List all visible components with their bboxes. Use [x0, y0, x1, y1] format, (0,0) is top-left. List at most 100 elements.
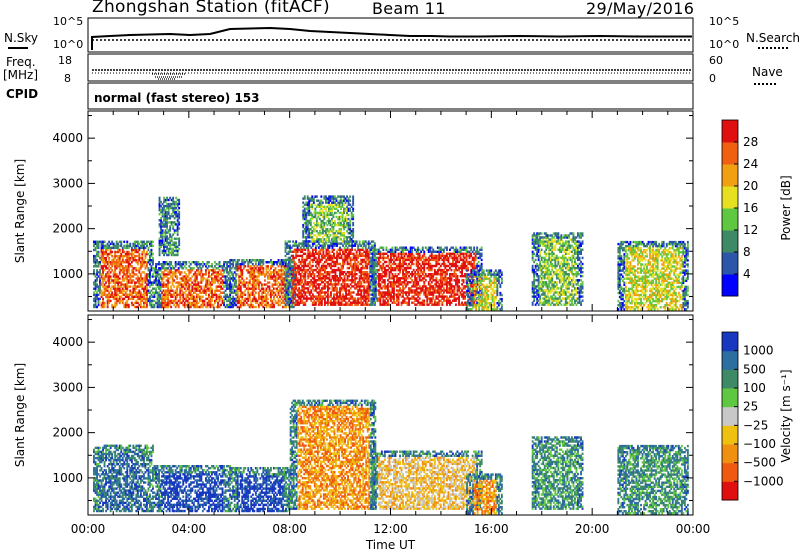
echo-cell [235, 261, 238, 264]
echo-cell [200, 305, 203, 309]
echo-cell [178, 237, 181, 240]
echo-cell [126, 242, 129, 246]
echo-cell [108, 291, 111, 294]
echo-cell [144, 291, 147, 294]
echo-cell [284, 254, 287, 258]
echo-cell [178, 227, 181, 230]
echo-cell [169, 202, 172, 206]
echo-cell [120, 283, 123, 286]
echo-cell [153, 295, 156, 298]
echo-cell [345, 295, 347, 298]
echo-cell [136, 254, 139, 258]
echo-cell [364, 277, 367, 280]
echo-cell [277, 297, 280, 301]
echo-cell [132, 256, 135, 260]
echo-cell [161, 251, 164, 255]
echo-cell [117, 265, 120, 268]
echo-cell [285, 297, 287, 301]
echo-cell [299, 295, 302, 298]
echo-cell [333, 260, 335, 264]
echo-cell [132, 267, 135, 270]
echo-cell [226, 299, 228, 303]
echo-cell [303, 240, 306, 243]
echo-cell [340, 199, 342, 202]
echo-cell [150, 299, 153, 303]
echo-cell [307, 248, 310, 251]
echo-cell [305, 225, 308, 229]
echo-cell [319, 293, 322, 296]
echo-cell [325, 264, 328, 268]
echo-cell [307, 244, 310, 247]
echo-cell [162, 297, 165, 301]
echo-cell [322, 285, 325, 288]
echo-cell [317, 283, 320, 286]
echo-cell [354, 258, 357, 262]
echo-cell [218, 299, 221, 303]
echo-cell [325, 201, 327, 204]
echo-cell [270, 303, 272, 307]
echo-cell [334, 289, 337, 292]
echo-cell [160, 219, 162, 222]
echo-cell [197, 285, 200, 288]
echo-cell [230, 277, 233, 280]
echo-cell [331, 213, 333, 217]
echo-cell [146, 240, 148, 243]
echo-cell [286, 297, 288, 300]
echo-cell [223, 295, 225, 298]
echo-cell [267, 267, 269, 270]
echo-cell [170, 213, 173, 216]
echo-cell [399, 252, 401, 255]
echo-cell [130, 281, 133, 284]
echo-cell [100, 301, 103, 305]
echo-cell [346, 303, 349, 306]
echo-cell [103, 291, 106, 294]
echo-cell [355, 268, 358, 272]
echo-cell [132, 273, 135, 276]
echo-cell [186, 287, 189, 290]
echo-cell [155, 273, 157, 276]
echo-cell [217, 305, 219, 309]
noise-tick-right-low: 10^0 [709, 38, 739, 51]
echo-cell [307, 277, 310, 280]
echo-cell [114, 289, 117, 292]
cpid-label: CPID [6, 87, 39, 101]
echo-cell [370, 277, 373, 280]
echo-cell [144, 265, 147, 268]
echo-cell [166, 196, 168, 200]
echo-cell [227, 283, 230, 286]
echo-cell [324, 299, 326, 302]
echo-cell [206, 285, 209, 288]
echo-cell [387, 250, 389, 253]
echo-cell [100, 252, 103, 256]
echo-cell [182, 297, 185, 301]
echo-cell [208, 265, 210, 268]
echo-cell [340, 287, 343, 290]
echo-cell [376, 260, 379, 264]
echo-cell [253, 275, 256, 278]
echo-cell [414, 291, 417, 294]
echo-cell [326, 215, 329, 219]
echo-cell [328, 244, 331, 247]
echo-cell [355, 287, 358, 290]
echo-cell [185, 277, 188, 280]
echo-cell [143, 303, 145, 307]
echo-cell [136, 285, 139, 288]
echo-cell [138, 295, 141, 298]
echo-cell [387, 256, 389, 260]
echo-cell [191, 297, 194, 301]
echo-cell [330, 291, 332, 294]
echo-cell [302, 244, 305, 247]
echo-cell [352, 262, 355, 266]
echo-cell [127, 275, 130, 278]
echo-cell [360, 254, 363, 258]
echo-cell [229, 271, 232, 274]
echo-cell [303, 207, 306, 210]
echo-cell [284, 246, 287, 249]
echo-cell [250, 287, 253, 290]
echo-cell [115, 250, 118, 254]
echo-cell [138, 269, 141, 272]
echo-cell [223, 269, 225, 272]
echo-cell [230, 287, 233, 290]
echo-cell [399, 277, 401, 280]
echo-cell [424, 287, 427, 290]
